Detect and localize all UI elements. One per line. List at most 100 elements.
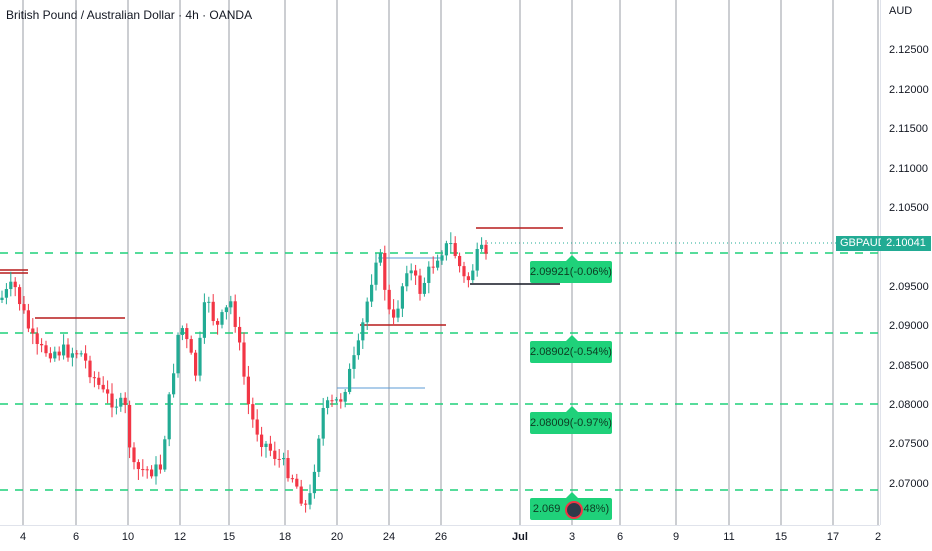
candle-body bbox=[163, 439, 167, 470]
candle-body bbox=[220, 312, 224, 325]
time-label: 15 bbox=[222, 531, 236, 543]
price-label: 2.12000 bbox=[889, 84, 929, 96]
time-label: 24 bbox=[382, 531, 396, 543]
candle-body bbox=[299, 486, 303, 504]
time-label: 6 bbox=[72, 531, 80, 543]
target-label: 2.09921(-0.06%) bbox=[530, 255, 612, 283]
candle-body bbox=[136, 462, 140, 470]
candle-body bbox=[405, 273, 409, 287]
candle-body bbox=[453, 243, 457, 256]
candle-body bbox=[9, 281, 13, 290]
candle-body bbox=[154, 464, 158, 477]
candle-body bbox=[282, 458, 286, 460]
currency-label[interactable]: AUD bbox=[889, 5, 913, 17]
candle-body bbox=[229, 301, 233, 308]
target-percent: .48%) bbox=[580, 503, 610, 515]
time-label: 10 bbox=[121, 531, 135, 543]
candle-body bbox=[449, 243, 453, 245]
candle-body bbox=[458, 255, 462, 267]
time-label: 18 bbox=[278, 531, 292, 543]
candle-body bbox=[466, 276, 470, 281]
candle-body bbox=[101, 384, 105, 390]
candle-body bbox=[400, 286, 404, 309]
candle-body bbox=[79, 353, 83, 355]
time-label: 26 bbox=[434, 531, 448, 543]
candle-body bbox=[295, 478, 299, 487]
price-label: 2.08000 bbox=[889, 399, 929, 411]
candle-body bbox=[462, 266, 466, 277]
candle-body bbox=[480, 244, 484, 250]
candle-body bbox=[44, 345, 48, 354]
candle-body bbox=[444, 243, 448, 256]
candle-body bbox=[123, 397, 127, 405]
time-label: 11 bbox=[723, 531, 735, 543]
candle-body bbox=[75, 353, 79, 355]
tradingview-logo-icon[interactable] bbox=[565, 501, 583, 519]
candle-body bbox=[471, 270, 475, 281]
candle-body bbox=[110, 393, 114, 408]
chart-area[interactable]: British Pound / Australian Dollar · 4h ·… bbox=[0, 0, 880, 525]
time-label: 6 bbox=[616, 531, 624, 543]
candle-body bbox=[330, 400, 334, 402]
price-axis[interactable]: AUD 2.12500 2.12000 2.11500 2.11000 2.10… bbox=[880, 0, 932, 525]
candle-body bbox=[427, 266, 431, 283]
candle-body bbox=[167, 394, 171, 440]
candle-body bbox=[422, 282, 426, 294]
candle-body bbox=[53, 351, 57, 359]
candle-body bbox=[326, 400, 330, 409]
candle-body bbox=[418, 275, 422, 294]
candle-body bbox=[431, 266, 435, 268]
candle-body bbox=[264, 443, 268, 448]
candle-body bbox=[440, 255, 444, 261]
candle-body bbox=[238, 326, 242, 343]
candle-body bbox=[150, 469, 154, 477]
candle-body bbox=[352, 355, 356, 369]
price-label: 2.09500 bbox=[889, 281, 929, 293]
time-label: 17 bbox=[826, 531, 840, 543]
candle-body bbox=[365, 301, 369, 323]
price-label: 2.09000 bbox=[889, 320, 929, 332]
candle-body bbox=[97, 377, 101, 385]
candle-body bbox=[343, 391, 347, 402]
candle-body bbox=[312, 471, 316, 494]
symbol-price-tag: GBPAUD bbox=[836, 236, 890, 251]
candle-body bbox=[202, 302, 206, 338]
candle-body bbox=[370, 284, 374, 302]
candle-body bbox=[207, 301, 211, 303]
candlestick-plot[interactable] bbox=[0, 0, 880, 525]
candle-body bbox=[383, 252, 387, 290]
candle-body bbox=[22, 304, 26, 311]
time-label: 12 bbox=[173, 531, 187, 543]
time-label: 9 bbox=[672, 531, 680, 543]
price-label: 2.08500 bbox=[889, 360, 929, 372]
candle-body bbox=[260, 434, 264, 448]
candle-body bbox=[484, 244, 488, 254]
last-price-label: 2.10041 bbox=[881, 236, 931, 251]
symbol-title[interactable]: British Pound / Australian Dollar · 4h ·… bbox=[6, 8, 253, 22]
candle-body bbox=[62, 344, 66, 356]
candle-body bbox=[141, 469, 145, 471]
candle-body bbox=[378, 252, 382, 263]
candle-body bbox=[290, 478, 294, 480]
candle-body bbox=[436, 260, 440, 268]
candle-body bbox=[106, 389, 110, 394]
price-label: 2.11500 bbox=[889, 123, 928, 135]
candle-body bbox=[26, 310, 30, 329]
candle-body bbox=[392, 309, 396, 318]
target-price: 2.069 bbox=[532, 503, 561, 515]
candle-body bbox=[70, 353, 74, 358]
candle-body bbox=[172, 373, 176, 395]
candle-body bbox=[374, 262, 378, 285]
candle-body bbox=[246, 376, 250, 405]
target-label: 2.08009(-0.97%) bbox=[530, 406, 612, 434]
candle-body bbox=[31, 328, 35, 334]
time-label-month: Jul bbox=[512, 531, 528, 543]
candle-body bbox=[242, 342, 246, 377]
time-axis[interactable]: 4 6 10 12 15 18 20 24 26 Jul 3 6 9 11 15… bbox=[0, 525, 881, 551]
candle-body bbox=[48, 353, 52, 359]
candle-body bbox=[66, 344, 70, 358]
candle-body bbox=[194, 352, 198, 376]
candle-body bbox=[0, 297, 4, 300]
candle-body bbox=[251, 404, 255, 420]
price-label: 2.07000 bbox=[889, 478, 929, 490]
